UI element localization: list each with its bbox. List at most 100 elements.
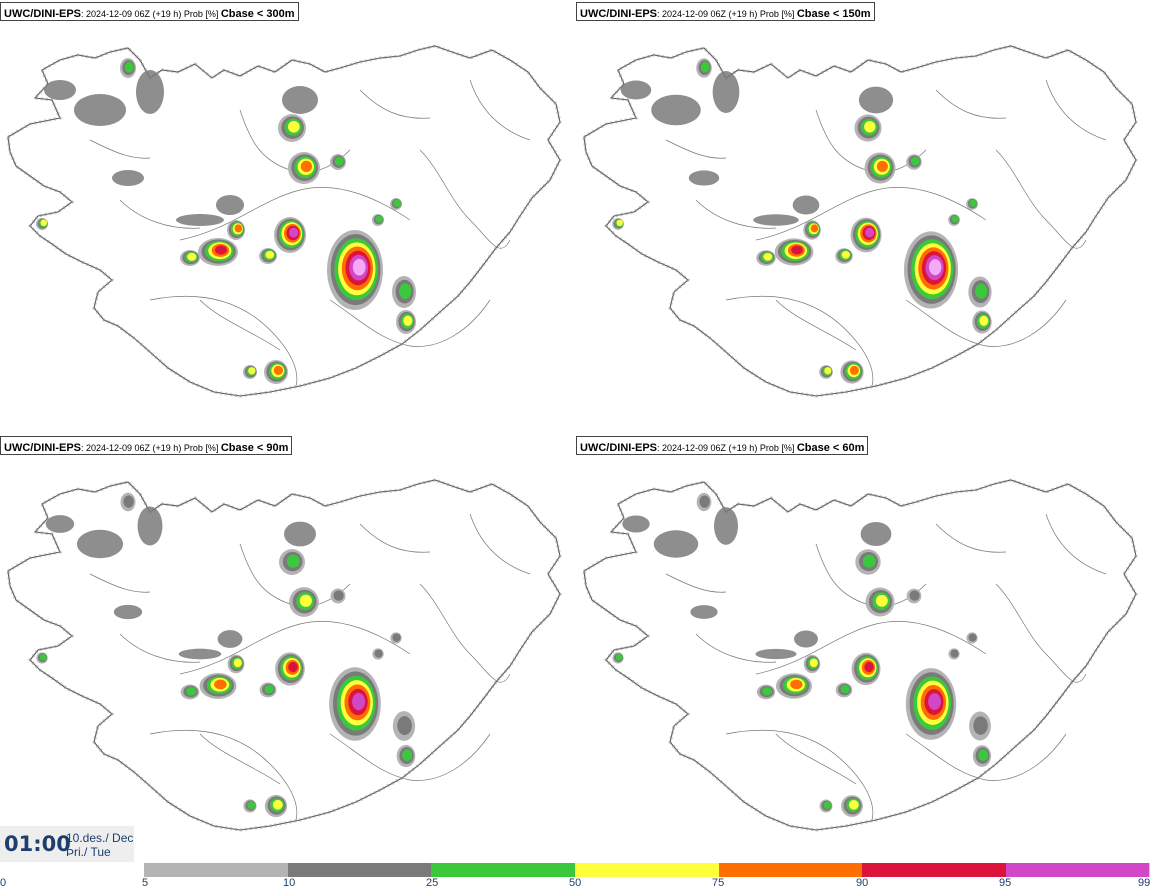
prob-10-area (968, 633, 977, 642)
prob-10-area (45, 515, 75, 533)
prob-10-area (712, 71, 740, 113)
colorbar-segment-50-75 (575, 863, 719, 877)
prob-10-area (397, 716, 412, 736)
prob-25-area (393, 199, 401, 207)
region-boundary (695, 199, 777, 229)
map-panel-cbase-300: UWC/DINI-EPS: 2024-12-09 06Z (+19 h) Pro… (0, 0, 574, 434)
colorbar-tick-label: 75 (712, 877, 725, 889)
region-boundary (329, 733, 491, 781)
run-info: : 2024-12-09 06Z (+19 h) Prob [%] (81, 9, 221, 19)
coastline-detail (6, 44, 562, 398)
prob-25-area (334, 156, 344, 166)
model-name: UWC/DINI-EPS (4, 8, 81, 20)
prob-75-area (273, 365, 283, 375)
prob-10-area (794, 630, 818, 648)
prob-10-area (136, 70, 164, 114)
region-boundary (665, 573, 727, 593)
prob-50-area (979, 315, 989, 326)
prob-25-area (375, 215, 383, 223)
model-name: UWC/DINI-EPS (580, 8, 657, 20)
prob-10-area (123, 495, 134, 508)
valid-date: 10.des./ Dec (66, 831, 134, 845)
run-info: : 2024-12-09 06Z (+19 h) Prob [%] (657, 443, 797, 453)
prob-10-area (333, 590, 344, 601)
prob-25-area (951, 215, 959, 223)
prob-10-area (44, 80, 76, 100)
prob-25-area (840, 684, 850, 694)
prob-25-area (264, 684, 274, 694)
colorbar-tick-label: 10 (283, 877, 296, 889)
region-boundary (419, 583, 511, 683)
colorbar-segment-95-99 (1006, 863, 1149, 877)
prob-10-area (74, 94, 126, 126)
region-boundary (179, 187, 411, 241)
map-panel-cbase-90: UWC/DINI-EPS: 2024-12-09 06Z (+19 h) Pro… (0, 434, 574, 868)
valid-time-clock: 01:00 (4, 832, 71, 856)
region-boundary (419, 149, 511, 249)
map-panel-cbase-60: UWC/DINI-EPS: 2024-12-09 06Z (+19 h) Pro… (576, 434, 1150, 868)
prob-75-area (790, 679, 803, 690)
prob-25-area (399, 283, 412, 299)
region-boundary (995, 149, 1087, 249)
iceland-map (582, 478, 1138, 832)
prob-25-area (700, 62, 710, 73)
run-info: : 2024-12-09 06Z (+19 h) Prob [%] (657, 9, 797, 19)
region-boundary (469, 513, 531, 575)
map-panel-cbase-150: UWC/DINI-EPS: 2024-12-09 06Z (+19 h) Pro… (576, 0, 1150, 434)
prob-50-area (875, 594, 888, 607)
region-boundary (89, 139, 151, 159)
prob-10-area (755, 648, 797, 660)
prob-95-area (352, 693, 366, 711)
prob-25-area (402, 749, 413, 761)
colorbar-tick-label: 0 (0, 877, 7, 889)
colorbar-tick-label: 99 (1138, 877, 1150, 889)
prob-10-area (653, 530, 699, 558)
prob-90-area (288, 661, 298, 673)
region-boundary (935, 89, 1007, 119)
prob-10-area (858, 86, 894, 114)
prob-10-area (76, 529, 124, 559)
prob-10-area (620, 80, 652, 100)
prob-50-area (233, 658, 242, 668)
region-boundary (905, 733, 1067, 781)
colorbar-tick-label: 25 (426, 877, 439, 889)
field-name: Cbase < 60m (796, 442, 865, 454)
region-boundary (359, 89, 431, 119)
prob-10-area (699, 495, 710, 508)
prob-10-area (282, 86, 318, 114)
iceland-map (6, 478, 562, 832)
colorbar-tick-label: 90 (856, 877, 869, 889)
model-name: UWC/DINI-EPS (580, 442, 657, 454)
region-boundary (995, 583, 1087, 683)
colorbar-segment-75-90 (719, 863, 862, 877)
prob-90-area (215, 245, 227, 255)
prob-25-area (247, 801, 256, 810)
region-boundary (935, 523, 1007, 553)
region-boundary (149, 729, 298, 821)
prob-10-area (622, 515, 650, 533)
colorbar-segment-10-25 (288, 863, 431, 877)
region-boundary (725, 729, 874, 821)
coastline-detail (582, 44, 1138, 398)
prob-10-area (860, 522, 892, 546)
colorbar-segment-90-95 (862, 863, 1006, 877)
colorbar-tick-label: 5 (142, 877, 149, 889)
prob-50-area (848, 799, 859, 810)
iceland-map (582, 44, 1138, 398)
prob-10-area (714, 507, 738, 545)
region-boundary (199, 299, 281, 351)
prob-10-area (690, 605, 718, 619)
prob-75-area (876, 160, 888, 172)
region-boundary (149, 295, 298, 387)
prob-75-area (214, 679, 227, 690)
prob-10-area (950, 649, 959, 658)
prob-50-area (287, 120, 300, 133)
prob-10-area (217, 630, 243, 648)
prob-25-area (823, 801, 832, 810)
prob-99-area (352, 258, 366, 276)
region-boundary (755, 621, 987, 675)
region-boundary (179, 621, 411, 675)
prob-25-area (862, 554, 876, 568)
panel-title: UWC/DINI-EPS: 2024-12-09 06Z (+19 h) Pro… (0, 2, 299, 21)
panel-title: UWC/DINI-EPS: 2024-12-09 06Z (+19 h) Pro… (576, 436, 869, 455)
